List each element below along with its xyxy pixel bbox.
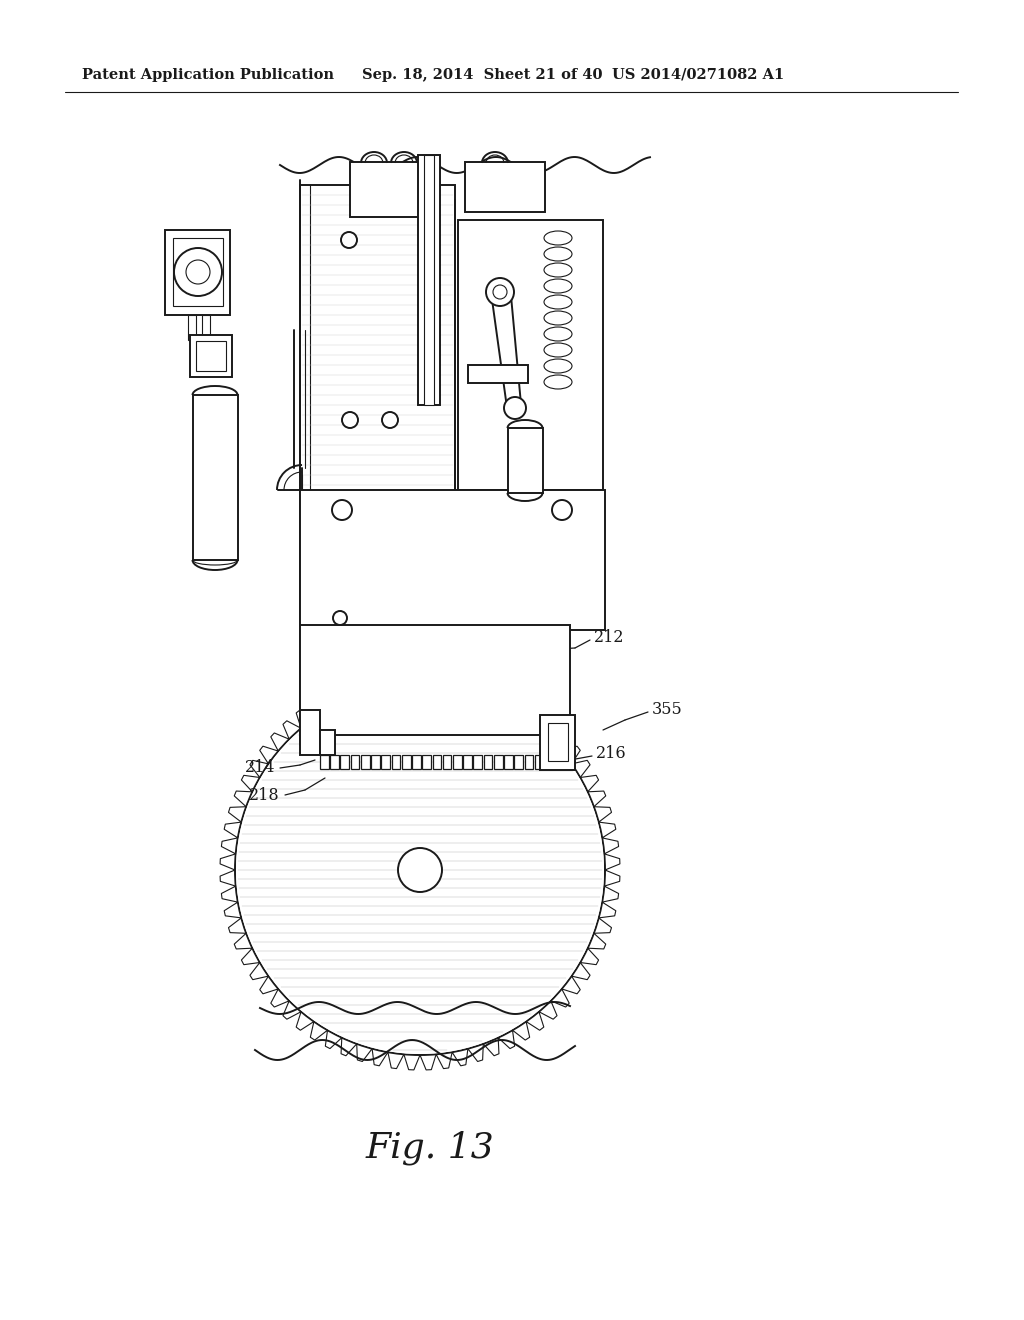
- Bar: [193, 395, 238, 560]
- Bar: [202, 315, 210, 341]
- Bar: [473, 755, 482, 770]
- Bar: [330, 755, 339, 770]
- Bar: [468, 366, 528, 383]
- Bar: [412, 755, 421, 770]
- Bar: [319, 755, 329, 770]
- Bar: [188, 315, 196, 341]
- Bar: [300, 624, 570, 735]
- Bar: [418, 154, 440, 405]
- Text: 355: 355: [652, 701, 683, 718]
- Bar: [340, 755, 349, 770]
- Circle shape: [486, 279, 514, 306]
- Bar: [371, 755, 380, 770]
- Circle shape: [236, 686, 604, 1053]
- Bar: [508, 428, 543, 492]
- Bar: [422, 755, 431, 770]
- Bar: [300, 185, 455, 725]
- Circle shape: [341, 232, 357, 248]
- Circle shape: [332, 500, 352, 520]
- Bar: [300, 490, 605, 630]
- Bar: [173, 238, 223, 306]
- Bar: [514, 755, 523, 770]
- Circle shape: [342, 412, 358, 428]
- Circle shape: [504, 397, 526, 418]
- Text: Fig. 13: Fig. 13: [366, 1131, 495, 1166]
- Circle shape: [382, 412, 398, 428]
- Bar: [463, 755, 472, 770]
- Bar: [424, 154, 434, 405]
- Bar: [350, 755, 359, 770]
- Bar: [535, 755, 544, 770]
- Circle shape: [345, 236, 353, 244]
- Bar: [465, 162, 545, 213]
- Bar: [0, 1090, 1024, 1320]
- Text: 216: 216: [596, 746, 627, 763]
- Bar: [483, 755, 493, 770]
- Polygon shape: [490, 285, 522, 414]
- Bar: [190, 335, 232, 378]
- Text: 218: 218: [250, 787, 280, 804]
- Circle shape: [234, 685, 605, 1055]
- Bar: [391, 755, 400, 770]
- Bar: [504, 755, 513, 770]
- Circle shape: [493, 285, 507, 300]
- Bar: [360, 755, 370, 770]
- Bar: [548, 723, 568, 762]
- Bar: [196, 341, 226, 371]
- Bar: [494, 755, 503, 770]
- Circle shape: [337, 506, 347, 515]
- Text: 212: 212: [594, 630, 625, 647]
- Circle shape: [174, 248, 222, 296]
- Bar: [401, 755, 411, 770]
- Circle shape: [557, 506, 567, 515]
- Circle shape: [337, 615, 343, 620]
- Bar: [453, 755, 462, 770]
- Bar: [442, 755, 452, 770]
- Circle shape: [186, 260, 210, 284]
- Circle shape: [398, 847, 442, 892]
- Circle shape: [333, 611, 347, 624]
- Circle shape: [552, 500, 572, 520]
- Bar: [165, 230, 230, 315]
- Bar: [540, 715, 575, 770]
- Text: Sep. 18, 2014  Sheet 21 of 40: Sep. 18, 2014 Sheet 21 of 40: [362, 69, 602, 82]
- Bar: [350, 162, 425, 216]
- Bar: [319, 730, 335, 755]
- Text: Patent Application Publication: Patent Application Publication: [82, 69, 334, 82]
- Text: 214: 214: [245, 759, 275, 776]
- Bar: [300, 710, 319, 755]
- Bar: [458, 220, 603, 490]
- Text: US 2014/0271082 A1: US 2014/0271082 A1: [612, 69, 784, 82]
- Bar: [381, 755, 390, 770]
- Bar: [524, 755, 534, 770]
- Bar: [432, 755, 441, 770]
